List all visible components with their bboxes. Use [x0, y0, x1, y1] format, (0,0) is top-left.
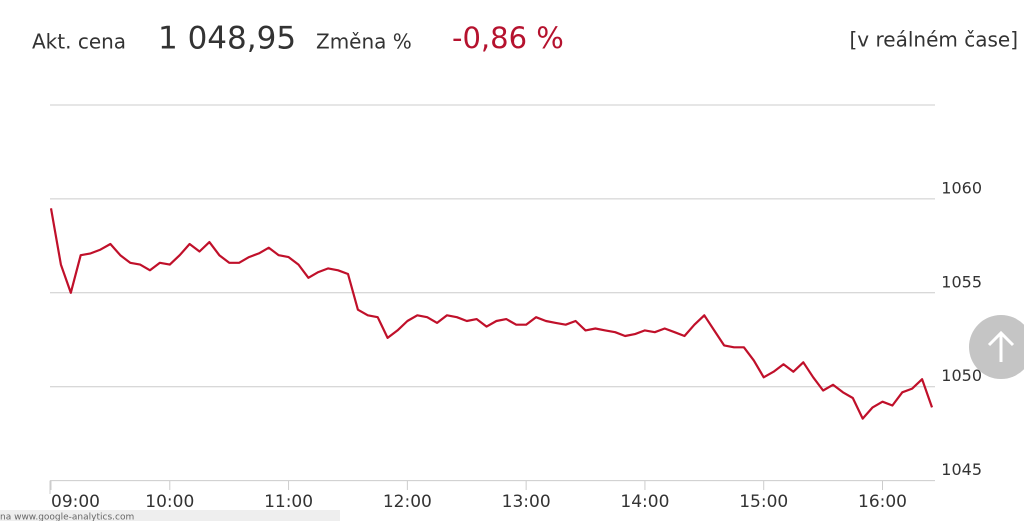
price-label: Akt. cena	[32, 30, 126, 54]
realtime-note: [v reálném čase]	[850, 28, 1019, 52]
arrow-icon	[987, 330, 1015, 362]
plot: 1045 1050 1055 1060 09:00 10:00 11:00 12:00 13:0…	[49, 178, 982, 512]
x-tick-label: 15:00	[739, 492, 788, 512]
x-tick-label: 16:00	[858, 492, 907, 512]
x-tick-label: 13:00	[502, 492, 551, 512]
y-tick-label: 1050	[941, 366, 982, 385]
y-tick-label: 1045	[941, 460, 982, 479]
x-tick-label: 12:00	[383, 492, 432, 512]
price-line	[49, 208, 934, 420]
scroll-top-button[interactable]	[969, 315, 1024, 379]
x-tick-label: 09:00	[51, 492, 100, 512]
status-bar	[0, 510, 340, 521]
x-tick-label: 11:00	[264, 492, 313, 512]
status-text: na www.google-analytics.com	[0, 513, 134, 522]
y-tick-label: 1060	[941, 178, 982, 197]
change-label: Změna %	[316, 30, 412, 54]
x-tick-label: 10:00	[145, 492, 194, 512]
x-tick-label: 14:00	[620, 492, 669, 512]
change: -0,86 %	[452, 21, 564, 55]
y-tick-label: 1055	[941, 272, 982, 291]
price: 1 048,95	[158, 21, 296, 57]
